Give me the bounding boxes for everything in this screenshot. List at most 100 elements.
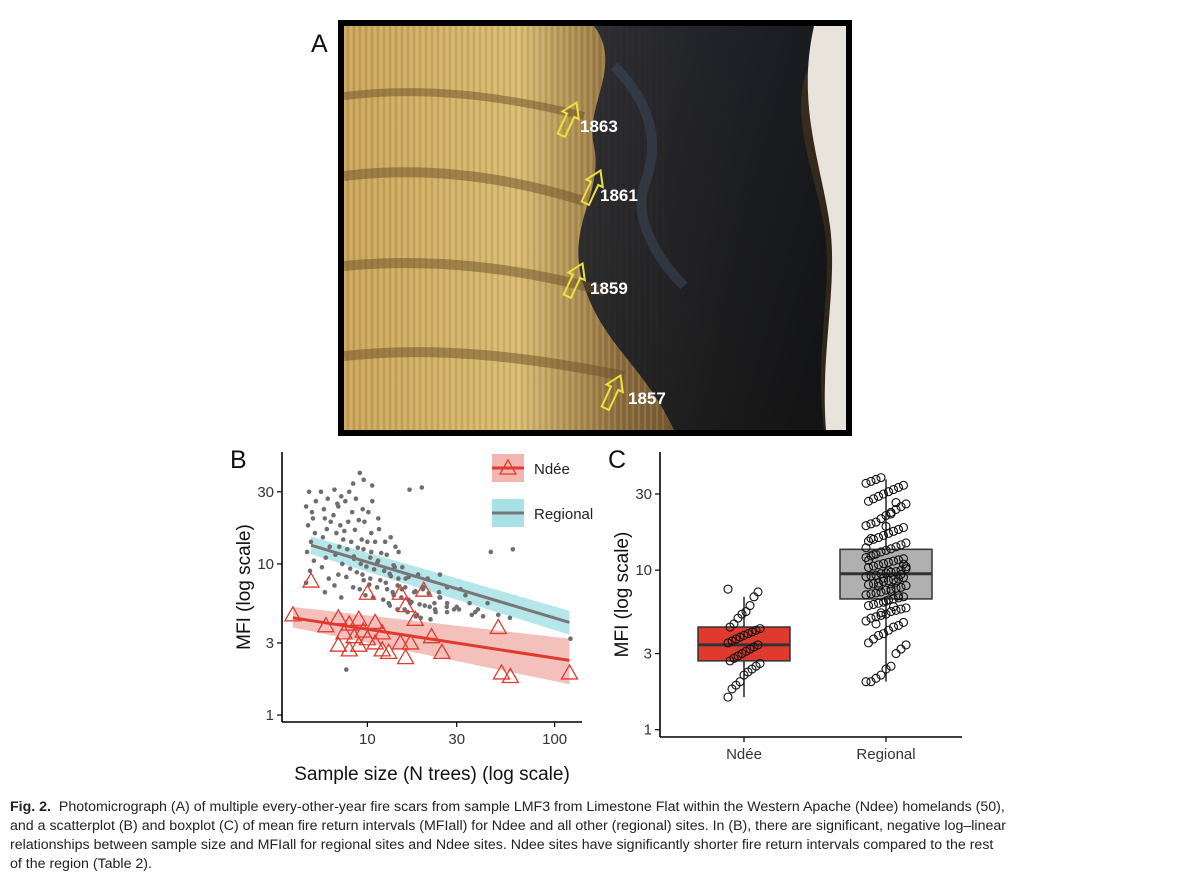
box-point (886, 544, 896, 554)
box-point (893, 591, 904, 601)
regional-point (331, 512, 336, 518)
year-label-1863: 1863 (580, 117, 618, 136)
regional-point (368, 555, 373, 560)
regional-point (304, 549, 310, 555)
box-point (883, 625, 894, 635)
box-point (891, 498, 901, 508)
box-point (901, 581, 911, 591)
box-point (901, 562, 911, 572)
box-point (893, 482, 904, 492)
regional-point (387, 603, 393, 608)
regional-point (353, 496, 359, 502)
box-point (861, 677, 871, 687)
regional-point (381, 568, 387, 574)
box-point (878, 530, 889, 540)
regional-point (326, 576, 332, 581)
box-point (866, 519, 876, 529)
regional-point (444, 609, 450, 615)
regional-point (368, 549, 374, 555)
fire-scar-labels: 1863 1861 1859 1857 (556, 100, 666, 412)
box-point (866, 613, 876, 623)
regional-point (308, 539, 314, 545)
regional-point (334, 530, 339, 536)
regional-point (366, 509, 371, 515)
regional-point (384, 586, 390, 592)
regional-point (402, 607, 407, 612)
arrow-icon (562, 261, 587, 300)
box-point (901, 603, 911, 613)
box-point (878, 558, 889, 569)
box-point (876, 608, 886, 618)
box-point (888, 556, 899, 566)
box-point (886, 586, 896, 596)
regional-point (355, 545, 361, 551)
regional-point (495, 612, 501, 618)
regional-point (456, 607, 462, 612)
panel-letter-c: C (608, 446, 627, 474)
regional-point (420, 586, 426, 592)
regional-point (322, 589, 328, 595)
box-point (878, 573, 889, 583)
legend-label-ndee: Ndée (534, 461, 570, 478)
regional-point (469, 612, 475, 618)
ndee-point (329, 635, 348, 652)
box-point (873, 533, 884, 543)
regional-point (372, 539, 378, 545)
box-point (735, 677, 745, 687)
box-point (868, 494, 879, 504)
box-point (883, 487, 894, 497)
regional-point (368, 530, 374, 536)
ndee-point (391, 583, 410, 600)
regional-point (488, 549, 494, 555)
box-point (896, 569, 906, 579)
box-point (881, 609, 891, 619)
regional-point (436, 589, 442, 595)
legend-ndee-marker (498, 458, 518, 475)
arrow-icon (556, 100, 581, 139)
box-point (861, 616, 871, 626)
ndee-point (396, 648, 415, 665)
box-point (888, 526, 899, 536)
regional-point (350, 481, 356, 486)
y-tick-label: 30 (635, 486, 652, 503)
arrow-outline (556, 100, 581, 139)
box-point (751, 625, 761, 635)
ndee-point (301, 571, 321, 588)
box-point (898, 592, 909, 602)
ndee-point (401, 633, 420, 650)
regional-point (396, 576, 401, 581)
regional-point (485, 600, 490, 606)
ndee-point (560, 663, 579, 680)
box-point (893, 620, 904, 631)
box-point (876, 514, 886, 524)
regional-point (336, 504, 341, 509)
box-point (896, 582, 906, 592)
figure-caption: Fig. 2. Photomicrograph (A) of multiple … (10, 798, 1190, 874)
box-point (878, 489, 889, 499)
box-point (868, 579, 879, 589)
box-point (861, 478, 871, 488)
box-point (755, 658, 765, 669)
box-point (876, 670, 886, 680)
caption-label: Fig. 2. (10, 799, 51, 815)
regional-point (433, 609, 438, 615)
legend-label-regional: Regional (534, 506, 593, 523)
box-point (735, 632, 745, 642)
regional-point (311, 558, 317, 564)
ndee-point (432, 643, 452, 660)
panel-letter-a: A (311, 30, 328, 58)
regional-point (338, 523, 343, 528)
box-point (891, 542, 901, 552)
regional-point (383, 580, 389, 586)
box-point (873, 630, 884, 640)
regional-point (359, 537, 365, 542)
x-tick-label: 30 (448, 731, 465, 748)
regional-point (361, 546, 366, 552)
ndee-point (334, 623, 354, 640)
regional-point (323, 555, 329, 560)
photomicrograph-image: 1863 1861 1859 1857 (344, 26, 846, 430)
ndee-point (329, 608, 348, 625)
regional-point (312, 530, 318, 536)
regional-point (400, 564, 405, 570)
box-point (898, 559, 909, 569)
